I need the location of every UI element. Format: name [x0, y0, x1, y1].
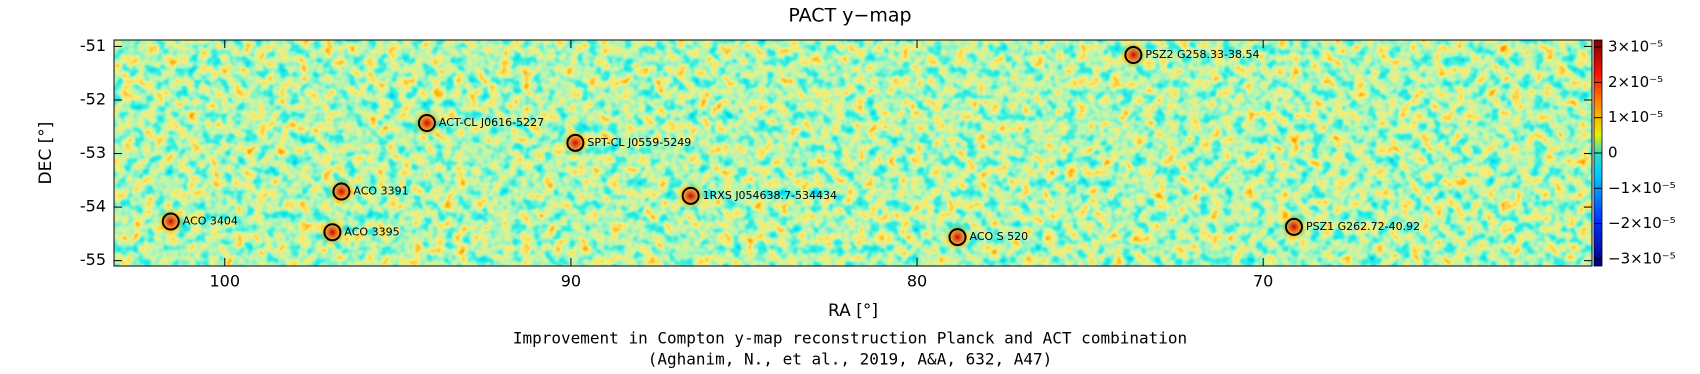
colorbar-tick-label: −3×10⁻⁵ — [1608, 249, 1676, 267]
colorbar-tick-label: −1×10⁻⁵ — [1608, 179, 1676, 197]
x-tick-label: 90 — [561, 272, 581, 291]
y-tick-label: -54 — [80, 197, 106, 216]
x-tick-label: 100 — [209, 272, 240, 291]
caption: (Aghanim, N., et al., 2019, A&A, 632, A4… — [648, 350, 1053, 369]
cluster-label: PSZ2 G258.33-38.54 — [1145, 48, 1259, 61]
cluster-glow — [1279, 212, 1308, 241]
colorbar-tick-label: 0 — [1608, 144, 1618, 162]
cluster-label: ACO S 520 — [970, 230, 1029, 243]
colorbar-tick-label: −2×10⁻⁵ — [1608, 214, 1676, 232]
cluster-marker — [332, 182, 351, 201]
cluster-glow — [561, 128, 590, 157]
cluster-label: ACT-CL J0616-5227 — [439, 116, 544, 129]
y-tick-label: -53 — [80, 143, 106, 162]
cluster-marker — [161, 212, 180, 231]
cluster-glow — [676, 181, 705, 210]
chart-title: PACT y−map — [788, 5, 911, 27]
cluster-marker — [948, 228, 967, 247]
cluster-marker — [1284, 217, 1303, 236]
x-tick-label: 70 — [1253, 272, 1273, 291]
cluster-glow — [327, 177, 356, 206]
cluster-marker — [566, 133, 585, 152]
cluster-marker — [681, 186, 700, 205]
cluster-glow — [1119, 40, 1148, 69]
cluster-label: 1RXS J054638.7-534434 — [703, 189, 837, 202]
y-axis-label: DEC [°] — [36, 122, 56, 185]
cluster-glow — [156, 207, 185, 236]
cluster-glow — [318, 218, 347, 247]
cluster-marker — [417, 114, 436, 133]
plot-frame — [113, 39, 1593, 267]
caption: Improvement in Compton y-map reconstruct… — [513, 329, 1187, 348]
map-texture — [114, 40, 1592, 266]
colorbar-tick-label: 1×10⁻⁵ — [1608, 108, 1663, 126]
cluster-marker — [1124, 45, 1143, 64]
y-tick-label: -51 — [80, 36, 106, 55]
colorbar-tick-label: 2×10⁻⁵ — [1608, 73, 1663, 91]
cluster-marker — [323, 223, 342, 242]
cluster-label: ACO 3391 — [353, 185, 408, 198]
cluster-label: SPT-CL J0559-5249 — [587, 136, 691, 149]
colorbar-tick-label: 3×10⁻⁵ — [1608, 38, 1663, 56]
x-tick-label: 80 — [907, 272, 927, 291]
y-tick-label: -52 — [80, 89, 106, 108]
cluster-label: PSZ1 G262.72-40.92 — [1306, 220, 1420, 233]
x-axis-label: RA [°] — [828, 301, 878, 321]
cluster-glow — [943, 223, 972, 252]
y-tick-label: -55 — [80, 250, 106, 269]
cluster-label: ACO 3395 — [344, 225, 399, 238]
cluster-label: ACO 3404 — [183, 215, 238, 228]
cluster-glow — [412, 109, 441, 138]
